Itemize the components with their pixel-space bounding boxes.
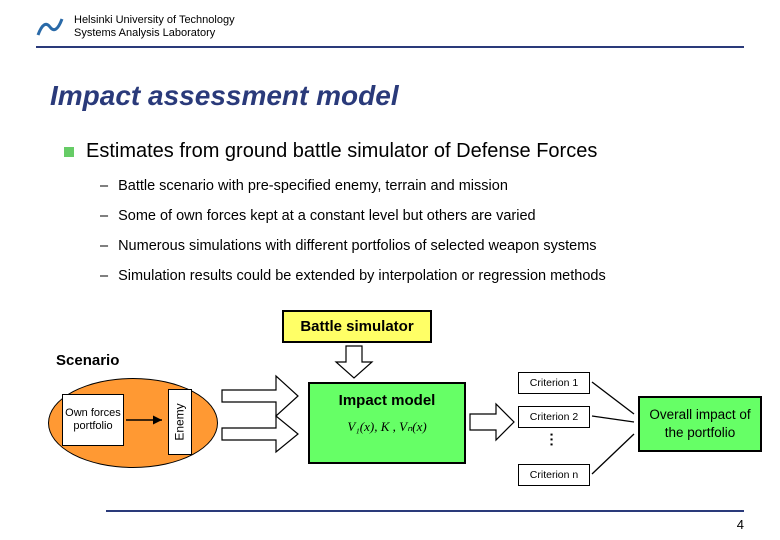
impact-model-node: Impact model V₁(x), K , Vₙ(x) [308,382,466,464]
criterion-1-node: Criterion 1 [518,372,590,394]
slide-header: Helsinki University of Technology System… [36,14,744,48]
enemy-label: Enemy [173,403,187,440]
impact-formula: V₁(x), K , Vₙ(x) [310,419,464,435]
sub-bullet-list: Battle scenario with pre-specified enemy… [100,178,750,298]
impact-model-title: Impact model [310,392,464,409]
overall-impact-node: Overall impact of the portfolio [638,396,762,452]
criteria-ellipsis: ... [547,433,563,448]
scenario-label: Scenario [56,352,119,369]
header-line1: Helsinki University of Technology [74,14,235,27]
criterion-n-node: Criterion n [518,464,590,486]
sub-bullet: Simulation results could be extended by … [100,268,750,284]
battle-simulator-node: Battle simulator [282,310,432,343]
bullet-square-icon [64,147,74,157]
sub-bullet: Some of own forces kept at a constant le… [100,208,750,224]
own-forces-node: Own forces portfolio [62,394,124,446]
criterion-2-node: Criterion 2 [518,406,590,428]
university-logo-icon [36,15,64,39]
slide-title: Impact assessment model [50,80,399,112]
enemy-node: Enemy [168,389,192,455]
flowchart-diagram: Battle simulator Scenario Own forces por… [40,310,760,500]
main-bullet-text: Estimates from ground battle simulator o… [86,140,597,163]
page-number: 4 [737,517,744,532]
sub-bullet: Numerous simulations with different port… [100,238,750,254]
sub-bullet: Battle scenario with pre-specified enemy… [100,178,750,194]
header-line2: Systems Analysis Laboratory [74,27,235,40]
footer-divider [106,510,744,512]
header-text: Helsinki University of Technology System… [74,14,235,40]
main-bullet: Estimates from ground battle simulator o… [64,140,750,163]
